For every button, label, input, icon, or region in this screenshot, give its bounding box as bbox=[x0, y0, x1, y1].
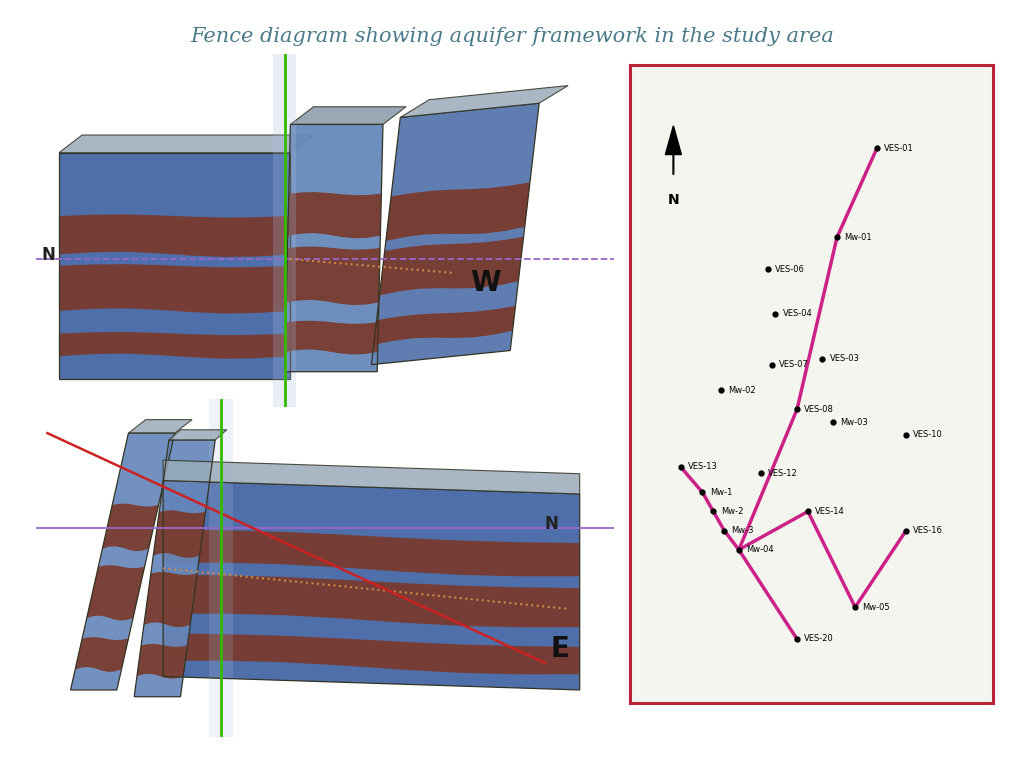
Polygon shape bbox=[666, 126, 681, 154]
Text: Mw-02: Mw-02 bbox=[728, 386, 756, 395]
Polygon shape bbox=[400, 85, 568, 118]
Text: VES-14: VES-14 bbox=[815, 507, 845, 516]
Polygon shape bbox=[154, 511, 206, 558]
Polygon shape bbox=[137, 644, 187, 679]
Text: VES-01: VES-01 bbox=[884, 144, 914, 153]
Polygon shape bbox=[380, 237, 523, 296]
Text: VES-03: VES-03 bbox=[829, 354, 859, 363]
Polygon shape bbox=[144, 572, 198, 627]
Polygon shape bbox=[285, 321, 378, 355]
Polygon shape bbox=[102, 504, 159, 551]
Text: VES-12: VES-12 bbox=[768, 468, 798, 478]
Polygon shape bbox=[374, 306, 515, 345]
Polygon shape bbox=[163, 634, 580, 674]
Polygon shape bbox=[163, 481, 580, 690]
Text: VES-06: VES-06 bbox=[775, 265, 805, 273]
Text: Mw-01: Mw-01 bbox=[844, 233, 871, 242]
Polygon shape bbox=[59, 153, 291, 379]
Polygon shape bbox=[59, 264, 291, 313]
Polygon shape bbox=[71, 433, 175, 690]
Polygon shape bbox=[169, 430, 226, 440]
Text: VES-13: VES-13 bbox=[688, 462, 718, 472]
Text: VES-07: VES-07 bbox=[779, 360, 809, 369]
Text: E: E bbox=[551, 635, 569, 664]
Polygon shape bbox=[288, 192, 381, 238]
Polygon shape bbox=[291, 107, 407, 124]
Polygon shape bbox=[273, 54, 296, 407]
Text: VES-20: VES-20 bbox=[804, 634, 834, 644]
Text: Mw-3: Mw-3 bbox=[731, 526, 754, 535]
Text: W: W bbox=[470, 270, 501, 297]
Polygon shape bbox=[87, 565, 144, 621]
Polygon shape bbox=[209, 399, 232, 737]
Polygon shape bbox=[386, 182, 530, 241]
Polygon shape bbox=[287, 247, 380, 305]
Polygon shape bbox=[59, 332, 291, 359]
Polygon shape bbox=[163, 574, 580, 627]
Text: VES-08: VES-08 bbox=[804, 405, 835, 414]
Text: Mw-03: Mw-03 bbox=[841, 418, 868, 427]
Polygon shape bbox=[59, 214, 291, 257]
Text: VES-04: VES-04 bbox=[782, 310, 812, 319]
Polygon shape bbox=[59, 135, 313, 153]
Polygon shape bbox=[75, 637, 128, 672]
Text: Mw-04: Mw-04 bbox=[746, 545, 774, 554]
Polygon shape bbox=[134, 440, 215, 697]
Text: Fence diagram showing aquifer framework in the study area: Fence diagram showing aquifer framework … bbox=[190, 27, 834, 46]
Text: VES-16: VES-16 bbox=[913, 526, 943, 535]
Polygon shape bbox=[128, 419, 193, 433]
Text: N: N bbox=[668, 193, 679, 207]
Text: N: N bbox=[42, 246, 55, 264]
Text: Mw-1: Mw-1 bbox=[710, 488, 732, 497]
Text: N: N bbox=[545, 515, 559, 534]
Text: Mw-2: Mw-2 bbox=[721, 507, 743, 516]
Text: Mw-05: Mw-05 bbox=[862, 603, 890, 611]
Polygon shape bbox=[372, 103, 540, 365]
Text: VES-10: VES-10 bbox=[913, 431, 943, 439]
Polygon shape bbox=[285, 124, 383, 372]
Polygon shape bbox=[163, 460, 580, 494]
Polygon shape bbox=[163, 529, 580, 576]
